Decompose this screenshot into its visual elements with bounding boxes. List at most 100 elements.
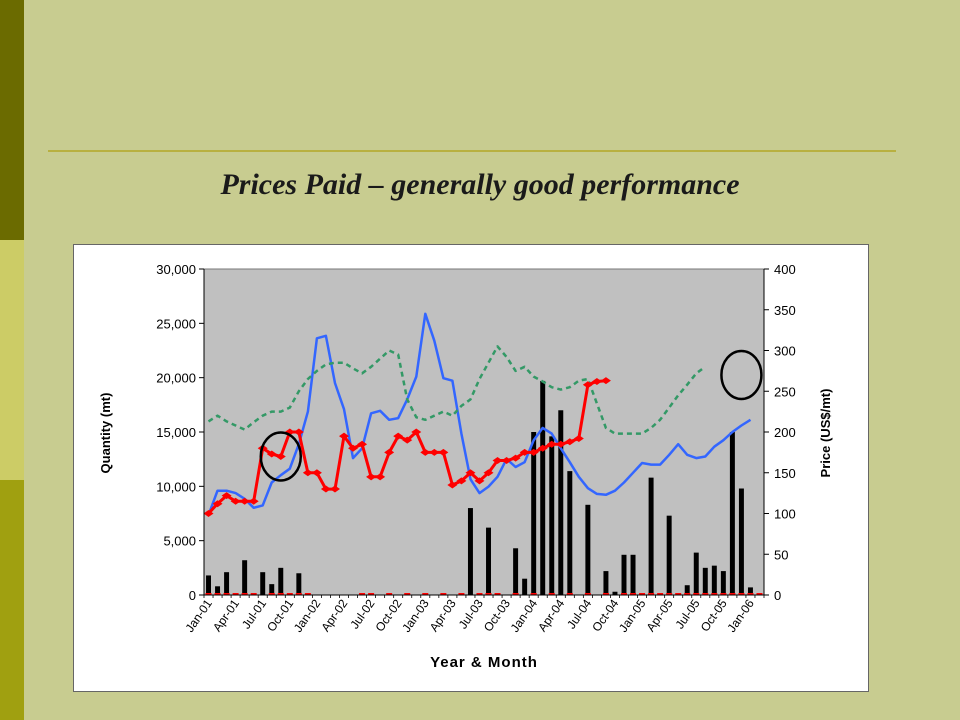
price-markers [203,377,763,595]
left-axis-ticks: 0 5,000 10,000 15,000 20,000 25,000 30,000 [156,262,204,603]
quantity-bar-21 [630,554,636,595]
price-marker-37 [537,444,548,452]
left-tick-label: 0 [189,588,196,603]
left-tick-label: 5,000 [163,534,196,549]
price-marker-43 [591,377,602,385]
quantity-bar-10 [513,548,519,595]
price-marker-34 [510,454,521,462]
quantity-bar-5 [269,584,275,595]
quantity-bar-26 [702,567,708,595]
price-marker-21 [393,432,404,440]
x-tick-label: Apr-01 [210,596,242,634]
price-marker-1 [212,500,223,508]
price-marker-39 [555,440,566,448]
quantity-bar-6 [278,567,284,595]
x-tick-label: Apr-04 [535,596,567,634]
price-marker-16 [348,444,359,452]
quantity-bar-29 [729,432,735,595]
y-axis-left-label: Quantity (mt) [98,393,113,474]
x-tick-label: Oct-04 [589,596,621,634]
right-axis-ticks: 0 50 100 150 200 250 300 350 400 [764,262,796,603]
price-marker-2 [221,492,232,500]
price-marker-33 [501,457,512,465]
quantity-bar-2 [224,572,230,595]
left-tick-label: 15,000 [156,425,196,440]
price-marker-29 [465,469,476,477]
left-tick-label: 20,000 [156,371,196,386]
combo-chart: 0 5,000 10,000 15,000 20,000 25,000 30,000 0 50… [98,262,833,671]
price-marker-12 [311,469,322,477]
quantity-bar-9 [486,527,491,595]
x-tick-label: Oct-02 [373,596,405,634]
price-marker-36 [528,448,539,456]
decor-bar-bottom [0,480,24,720]
price-marker-42 [582,381,593,389]
price-marker-32 [492,457,503,465]
quantity-bar-12 [531,432,537,595]
price-marker-17 [357,440,368,448]
quantity-bar-18 [603,571,609,595]
right-tick-label: 350 [774,303,796,318]
quantity-bar-0 [206,575,211,595]
price-marker-24 [420,448,431,456]
x-tick-label: Jan-05 [616,596,649,634]
decor-bar-middle [0,240,24,480]
price-marker-0 [203,510,214,517]
quantity-bar-13 [540,380,546,595]
x-tick-label: Oct-01 [264,596,296,634]
price-marker-31 [483,469,494,477]
y-axis-right-label: Price (US$/mt) [818,389,833,478]
quantity-bar-23 [666,515,672,595]
quantity-bar-19 [612,591,618,595]
price-marker-40 [564,438,575,446]
decor-bar-top [0,0,24,240]
price-marker-26 [438,448,449,456]
price-marker-20 [384,448,395,456]
x-tick-label: Jan-02 [291,596,324,634]
quantity-bar-22 [648,477,654,595]
slide-title: Prices Paid – generally good performance [220,168,740,201]
price-marker-27 [447,481,458,489]
x-tick-label: Oct-05 [698,596,730,634]
highlight-circles [259,349,763,482]
quantity-bar-3 [242,560,248,595]
x-axis-ticks: Jan-01Apr-01Jul-01Oct-01Jan-02Apr-02Jul-… [182,595,765,635]
quantity-bar-7 [296,573,302,595]
price-marker-14 [329,485,340,493]
left-tick-label: 25,000 [156,316,196,331]
price-marker-18 [366,473,377,481]
quantity-bar-30 [738,488,744,595]
price-marker-38 [546,440,557,448]
price-marker-25 [429,448,440,456]
right-tick-label: 200 [774,425,796,440]
series-line-1 [207,345,707,435]
quantity-bar-15 [558,410,564,595]
quantity-bar-11 [522,578,528,595]
x-tick-label: Apr-02 [318,596,350,634]
quantity-bar-31 [747,587,753,595]
right-tick-label: 300 [774,344,796,359]
price-marker-35 [519,448,530,456]
price-marker-22 [402,436,413,444]
x-tick-label: Jan-04 [508,596,541,634]
right-tick-label: 400 [774,262,796,277]
x-tick-label: Apr-05 [643,596,675,634]
right-tick-label: 0 [774,588,781,603]
price-marker-15 [339,432,349,440]
quantity-bar-4 [260,572,266,595]
chart-panel: 0 5,000 10,000 15,000 20,000 25,000 30,000 0 50… [73,244,869,692]
price-marker-4 [239,497,250,505]
quantity-bar-17 [585,504,591,595]
right-tick-label: 250 [774,384,796,399]
price-marker-41 [573,435,584,443]
price-marker-3 [230,497,241,505]
quantity-bar-16 [567,471,573,595]
quantity-bar-1 [215,586,221,595]
quantity-bar-14 [549,436,555,595]
x-tick-label: Jan-01 [182,596,215,634]
x-tick-label: Apr-03 [427,596,459,634]
price-marker-23 [411,428,422,436]
x-tick-label: Jan-06 [724,596,757,634]
quantity-bar-28 [720,571,726,595]
quantity-bar-20 [621,554,627,595]
